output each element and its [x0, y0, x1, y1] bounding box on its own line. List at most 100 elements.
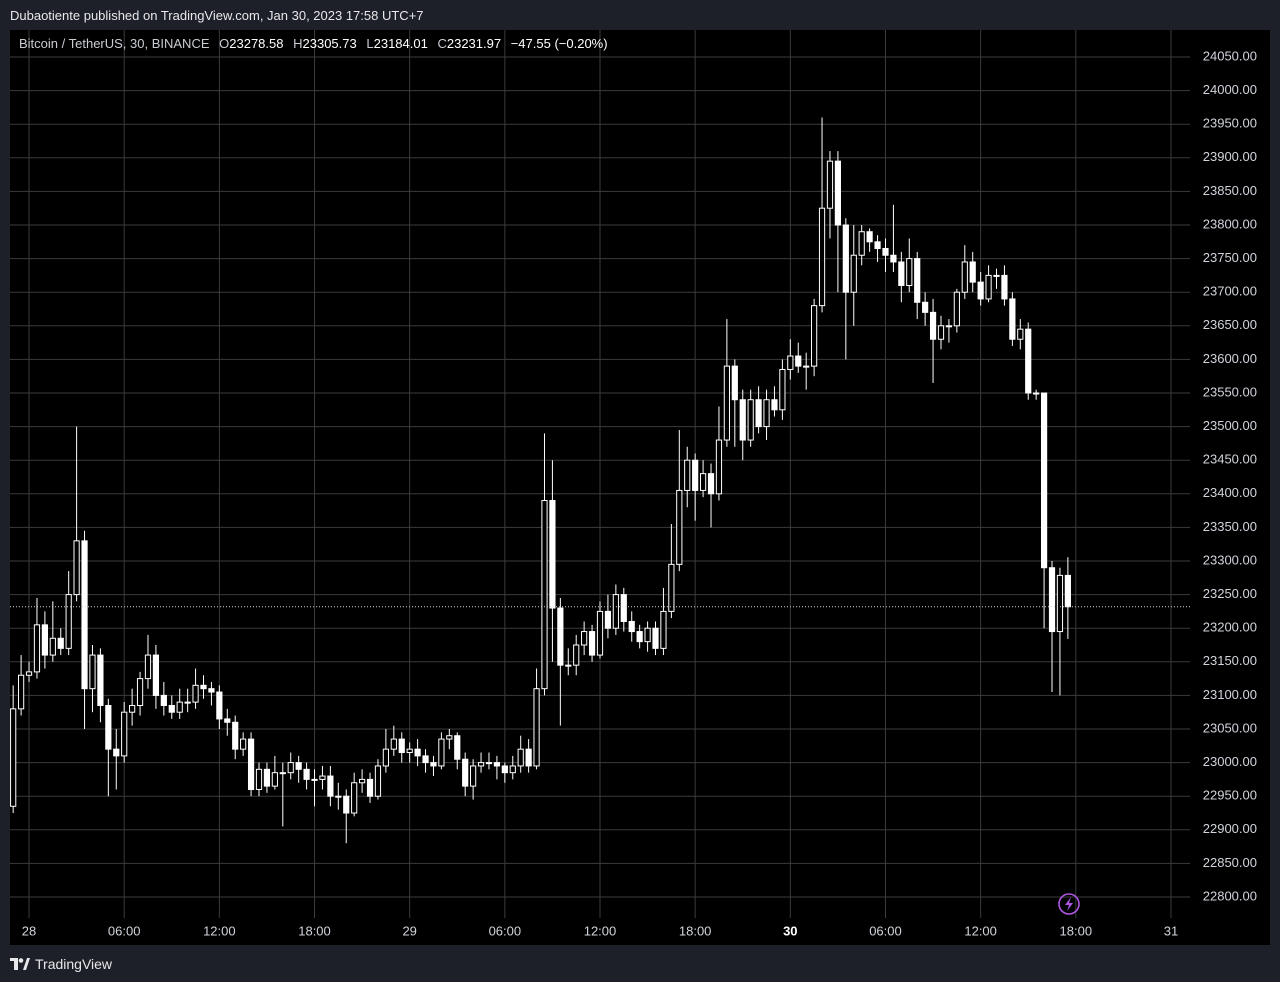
candle-body — [1033, 392, 1040, 395]
candle-body — [81, 540, 88, 690]
x-tick-label: 18:00 — [1060, 923, 1093, 938]
candle-body — [184, 701, 191, 704]
candle-body — [414, 748, 421, 757]
x-tick-label: 30 — [783, 923, 797, 938]
candle-body — [692, 459, 699, 491]
candle-body — [224, 718, 231, 723]
candle-body — [1025, 328, 1032, 394]
y-tick-label: 23150.00 — [1203, 653, 1257, 668]
alert-icon[interactable] — [1058, 893, 1080, 915]
brand[interactable]: TradingView — [35, 956, 113, 972]
candle-body — [65, 594, 72, 649]
candle-body — [581, 631, 588, 646]
candle-body — [771, 399, 778, 411]
candle-body — [803, 365, 810, 368]
candle-body — [470, 765, 477, 787]
candle-body — [906, 258, 913, 286]
candle-body — [25, 671, 33, 676]
candle-body — [454, 735, 461, 760]
candle-body — [343, 795, 350, 814]
y-tick-label: 23750.00 — [1203, 250, 1257, 265]
candle-body — [795, 355, 802, 367]
candle-body — [287, 762, 294, 774]
close-value: 23231.97 — [446, 36, 502, 51]
candle-body — [303, 768, 310, 780]
symbol-legend: Bitcoin / TetherUS, 30, BINANCE O23278.5… — [19, 36, 608, 51]
candle-body — [255, 768, 263, 790]
candle-body — [192, 684, 199, 703]
candle-body — [549, 500, 556, 609]
symbol: Bitcoin / TetherUS, 30, BINANCE — [19, 36, 210, 51]
candle-body — [398, 738, 405, 754]
candle-body — [105, 704, 112, 750]
candle-body — [382, 748, 389, 767]
candle-body — [684, 459, 691, 491]
y-tick-label: 23050.00 — [1203, 720, 1257, 735]
x-tick-label: 18:00 — [298, 923, 331, 938]
candle-body — [652, 627, 659, 649]
y-tick-label: 23900.00 — [1203, 149, 1257, 164]
candle-body — [97, 654, 104, 706]
y-tick-label: 23950.00 — [1203, 116, 1257, 131]
x-tick-label: 12:00 — [584, 923, 617, 938]
y-tick-label: 23000.00 — [1203, 754, 1257, 769]
candle-body — [882, 248, 889, 256]
candle-body — [477, 762, 485, 767]
y-tick-label: 23650.00 — [1203, 317, 1257, 332]
candle-body — [73, 540, 80, 596]
candle-body — [406, 748, 413, 754]
candle-body — [129, 704, 136, 713]
candle-body — [525, 748, 532, 767]
candle-body — [929, 311, 937, 340]
candle-body — [620, 594, 627, 622]
y-tick-label: 23500.00 — [1203, 418, 1257, 433]
candle-body — [33, 624, 41, 673]
candle-body — [10, 708, 17, 807]
candle-body — [850, 254, 857, 293]
candle-body — [811, 305, 818, 367]
y-tick-label: 22800.00 — [1203, 888, 1257, 903]
y-tick-label: 23700.00 — [1203, 284, 1257, 299]
chart-background — [10, 30, 1270, 945]
candle-body — [247, 738, 255, 790]
candle-body — [113, 748, 120, 757]
y-tick-label: 23550.00 — [1203, 384, 1257, 399]
candle-body — [446, 735, 453, 740]
candle-body — [422, 755, 429, 764]
candle-body — [271, 772, 278, 787]
candle-body — [121, 711, 128, 757]
candle-body — [1056, 574, 1064, 633]
candle-body — [89, 654, 96, 690]
candle-body — [866, 231, 873, 243]
candle-body — [969, 261, 976, 283]
candle-body — [715, 439, 723, 495]
candle-body — [747, 399, 754, 441]
candle-body — [327, 775, 334, 797]
y-tick-label: 23250.00 — [1203, 586, 1257, 601]
y-tick-label: 23350.00 — [1203, 519, 1257, 534]
open-value: 23278.58 — [229, 36, 284, 51]
candle-body — [57, 637, 64, 649]
y-tick-label: 23400.00 — [1203, 485, 1257, 500]
candle-body — [144, 654, 152, 680]
y-tick-label: 24050.00 — [1203, 48, 1257, 63]
candle-body — [787, 355, 794, 370]
footer: TradingView — [0, 945, 1280, 982]
candle-body — [993, 274, 1000, 277]
candle-body — [240, 738, 247, 750]
candle-body — [485, 762, 493, 765]
candle-body — [160, 694, 167, 706]
x-tick-label: 06:00 — [108, 923, 141, 938]
candle-body — [311, 778, 318, 781]
candle-body — [676, 489, 683, 565]
y-tick-label: 23200.00 — [1203, 620, 1257, 635]
candle-body — [18, 674, 25, 710]
candle-body — [636, 631, 643, 643]
x-tick-label: 12:00 — [964, 923, 997, 938]
brand-logo[interactable] — [10, 958, 30, 970]
candle-body — [41, 624, 48, 656]
candle-body — [961, 261, 968, 293]
publish-info: Dubaotiente published on TradingView.com… — [10, 8, 424, 23]
candle-body — [723, 365, 730, 441]
